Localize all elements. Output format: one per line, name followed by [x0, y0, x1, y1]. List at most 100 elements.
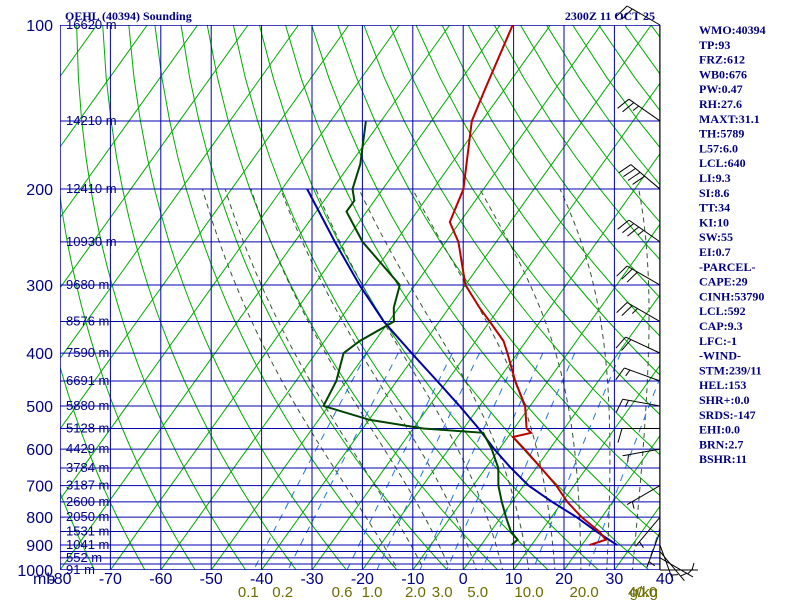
index-item: CAP:9.3 — [699, 319, 743, 333]
wind-barb-half — [638, 541, 644, 548]
dry-adiabat — [154, 25, 398, 570]
dry-adiabat — [232, 25, 549, 570]
isotherm — [260, 25, 652, 570]
isotherm — [60, 25, 299, 360]
moist-adiabat — [250, 188, 451, 570]
wind-barb — [626, 302, 661, 322]
isotherm — [512, 364, 660, 570]
chart-title: OEHL (40394) Sounding — [65, 9, 192, 23]
dry-adiabat — [180, 25, 448, 570]
pressure-label: 700 — [26, 479, 53, 496]
wind-barb-flag — [621, 8, 633, 20]
dry-adiabat — [258, 25, 600, 570]
mixing-ratio-label: 10.0 — [514, 584, 543, 600]
mixing-ratio-label: 0.6 — [332, 584, 353, 600]
isotherm — [60, 25, 451, 570]
mixing-ratio-label: 0.1 — [238, 584, 259, 600]
chart-time: 2300Z 11 OCT 25 — [565, 9, 655, 23]
pressure-label: 800 — [26, 510, 53, 527]
index-item: L57:6.0 — [699, 141, 738, 155]
temp-tick-label: -70 — [99, 571, 122, 588]
wind-barb — [646, 531, 661, 568]
wind-barb-flag — [626, 271, 638, 283]
wind-barb — [625, 336, 661, 354]
index-item: WMO:40394 — [699, 23, 766, 37]
pressure-label: 500 — [26, 399, 53, 416]
mixing-ratio-label: 3.0 — [432, 584, 453, 600]
height-label: 1041 m — [66, 537, 109, 552]
wind-barb — [628, 98, 661, 122]
index-item: LFC:-1 — [699, 334, 737, 348]
mixing-ratio-unit: g/kg — [630, 584, 658, 600]
isotherm — [60, 25, 199, 219]
index-item: SW:55 — [699, 230, 733, 244]
wind-barb — [624, 367, 661, 382]
isotherm — [311, 82, 660, 570]
temp-tick-label: -10 — [401, 571, 424, 588]
mixing-ratio-line — [419, 352, 520, 570]
index-item: -WIND- — [699, 349, 741, 363]
mixing-ratio-label: 0.2 — [272, 584, 293, 600]
wind-barb-half — [631, 501, 635, 509]
wind-barb-half — [691, 562, 695, 571]
wind-barb — [659, 544, 674, 581]
index-item: SHR+:0.0 — [699, 393, 750, 407]
wind-barbs — [615, 5, 698, 582]
wind-barb-flag — [627, 226, 640, 237]
wind-barb — [626, 5, 661, 26]
isotherm — [563, 434, 660, 570]
isotherm — [60, 25, 400, 501]
index-item: CINH:53790 — [699, 289, 764, 303]
index-item: STM:239/11 — [699, 363, 762, 377]
mixing-ratio-label: 2.0 — [405, 584, 426, 600]
dry-adiabat — [76, 25, 247, 570]
index-item: TT:34 — [699, 201, 730, 215]
isotherm — [210, 25, 602, 570]
wind-barb-half — [631, 308, 638, 314]
wind-barb-flag — [621, 305, 633, 316]
isotherm — [361, 152, 660, 570]
wind-barb-flag — [617, 428, 623, 443]
dry-adiabat — [415, 25, 660, 376]
isotherm — [109, 25, 501, 570]
wind-barb-flag — [623, 168, 636, 178]
height-label: 5128 m — [66, 421, 109, 436]
height-label: 12410 m — [66, 181, 117, 196]
wind-barb-flag — [621, 339, 632, 351]
isotherm — [60, 25, 350, 430]
profile-lines — [306, 25, 618, 547]
height-label: 5880 m — [66, 398, 109, 413]
wind-barb-flag — [617, 219, 630, 230]
dry-adiabat — [60, 192, 196, 570]
dry-adiabat — [441, 25, 660, 337]
wind-barb-half — [625, 369, 631, 377]
index-item: BSHR:11 — [699, 452, 747, 466]
wind-barb-half — [670, 574, 679, 576]
temp-tick-label: 10 — [505, 571, 523, 588]
pressure-label: 600 — [26, 442, 53, 459]
wind-barb — [659, 551, 685, 582]
height-label: 6691 m — [66, 373, 109, 388]
index-item: MAXT:31.1 — [699, 112, 760, 126]
background-lines — [60, 25, 660, 570]
grid-lines — [60, 25, 660, 570]
height-label: 91 m — [66, 562, 95, 577]
wind-barb-flag — [632, 175, 645, 185]
wind-barb-half — [637, 230, 644, 236]
wind-barb-flag — [615, 336, 626, 349]
pressure-label: 900 — [26, 538, 53, 555]
wind-barb — [635, 516, 661, 547]
mixing-ratio-label: 40.0 — [628, 584, 657, 600]
dry-adiabat — [128, 25, 348, 570]
moist-adiabat — [280, 188, 477, 570]
isotherm — [412, 223, 660, 570]
height-label: 8576 m — [66, 314, 109, 329]
wind-barb — [630, 164, 661, 190]
mixing-ratio-label: 5.0 — [467, 584, 488, 600]
index-item: EI:0.7 — [699, 245, 731, 259]
height-label: 2600 m — [66, 494, 109, 509]
indices-panel: WMO:40394TP:93FRZ:612WB0:676PW:0.47RH:27… — [699, 23, 766, 466]
wind-barb-flag — [621, 268, 633, 280]
index-item: FRZ:612 — [699, 53, 745, 67]
